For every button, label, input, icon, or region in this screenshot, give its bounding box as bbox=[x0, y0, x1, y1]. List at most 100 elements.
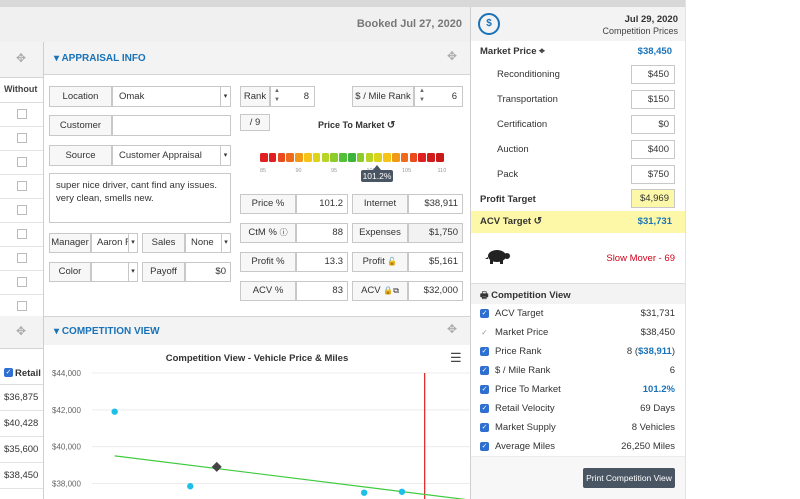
source-select[interactable]: Customer Appraisal ▾ bbox=[112, 145, 231, 166]
acv-target-value: $31,731 bbox=[637, 216, 672, 227]
gauge-tick-label: 110 bbox=[437, 168, 447, 174]
subject-vehicle-marker bbox=[211, 461, 222, 472]
retail-checkbox[interactable]: ✓ bbox=[4, 368, 13, 377]
copy-icon[interactable]: ⧉ bbox=[393, 286, 399, 295]
mile-rank-stepper[interactable]: ▲ ▼ 6 bbox=[414, 86, 463, 107]
expenses-value[interactable]: $1,750 bbox=[408, 223, 463, 243]
profit-target-label: Profit Target bbox=[480, 194, 536, 205]
cost-input[interactable]: $150 bbox=[631, 90, 675, 109]
row-checkbox[interactable] bbox=[17, 133, 27, 143]
dropdown-icon[interactable]: ▾ bbox=[220, 87, 230, 106]
unlock-icon[interactable]: 🔓 bbox=[387, 257, 398, 266]
row-checkbox[interactable] bbox=[17, 253, 27, 263]
acv-value[interactable]: $32,000 bbox=[408, 281, 463, 301]
retail-value: $36,875 bbox=[4, 392, 39, 403]
profit-pct-value[interactable]: 13.3 bbox=[296, 252, 348, 272]
row-checkbox-checked[interactable]: ✓ bbox=[480, 347, 489, 356]
gauge-segment bbox=[330, 153, 338, 162]
target-dollar-icon[interactable]: $ bbox=[478, 13, 500, 35]
row-checkbox[interactable] bbox=[17, 301, 27, 311]
internet-value[interactable]: $38,911 bbox=[408, 194, 463, 214]
print-icon[interactable]: 🖶 bbox=[480, 290, 489, 300]
acv-pct-value[interactable]: 83 bbox=[296, 281, 348, 301]
trend-line bbox=[114, 455, 467, 499]
customer-input[interactable] bbox=[112, 115, 231, 136]
y-tick-label: $40,000 bbox=[52, 443, 81, 452]
gauge-segment bbox=[374, 153, 382, 162]
row-checkbox-checked[interactable]: ✓ bbox=[480, 423, 489, 432]
cost-input[interactable]: $400 bbox=[631, 140, 675, 159]
manager-select[interactable]: Aaron F ▾ bbox=[91, 233, 138, 253]
price-to-market-tooltip: 101.2% bbox=[361, 170, 393, 182]
expenses-label: Expenses bbox=[352, 223, 408, 243]
appraisal-info-title[interactable]: ▾ APPRAISAL INFO bbox=[54, 53, 146, 64]
dropdown-icon[interactable]: ▾ bbox=[128, 234, 137, 252]
ctm-pct-value[interactable]: 88 bbox=[296, 223, 348, 243]
competition-scatter-chart: $44,000 $42,000 $40,000 $38,000 bbox=[52, 369, 470, 499]
color-select[interactable]: ▾ bbox=[91, 262, 138, 282]
right-panel-date: Jul 29, 2020 bbox=[624, 14, 678, 25]
rank-stepper[interactable]: ▲ ▼ 8 bbox=[270, 86, 315, 107]
row-checkbox-checked[interactable]: ✓ bbox=[480, 366, 489, 375]
chart-menu-icon[interactable]: ☰ bbox=[450, 350, 462, 365]
move-icon[interactable]: ✥ bbox=[447, 322, 458, 336]
dropdown-icon[interactable]: ▾ bbox=[220, 146, 230, 165]
row-checkbox-unchecked[interactable]: ✓ bbox=[481, 328, 488, 337]
competition-row: ✓ Market Supply 8 Vehicles bbox=[471, 418, 685, 438]
mile-rank-label: $ / Mile Rank bbox=[352, 86, 414, 107]
cost-input[interactable]: $0 bbox=[631, 115, 675, 134]
competition-row-value: 8 ($38,911) bbox=[627, 346, 675, 357]
row-checkbox-checked[interactable]: ✓ bbox=[480, 442, 489, 451]
cost-input[interactable]: $450 bbox=[631, 65, 675, 84]
move-icon[interactable]: ✥ bbox=[16, 51, 27, 65]
cost-row: Reconditioning $450 bbox=[471, 62, 685, 88]
dropdown-icon[interactable]: ▾ bbox=[128, 263, 137, 281]
payoff-input[interactable]: $0 bbox=[185, 262, 231, 282]
notes-textarea[interactable]: super nice driver, cant find any issues.… bbox=[49, 173, 231, 223]
move-icon[interactable]: ✥ bbox=[16, 324, 27, 338]
stepper-arrows-icon[interactable]: ▲ ▼ bbox=[274, 88, 280, 103]
data-point bbox=[111, 408, 118, 415]
manager-label: Manager bbox=[49, 233, 91, 253]
row-checkbox-checked[interactable]: ✓ bbox=[480, 385, 489, 394]
cost-row: Pack $750 bbox=[471, 162, 685, 188]
location-select[interactable]: Omak ▾ bbox=[112, 86, 231, 107]
gauge-tick-label: 105 bbox=[402, 168, 412, 174]
row-checkbox[interactable] bbox=[17, 157, 27, 167]
location-label: Location bbox=[49, 86, 112, 107]
cost-label: Certification bbox=[497, 119, 548, 130]
tooltip-arrow bbox=[373, 165, 381, 170]
gauge-segment bbox=[365, 153, 374, 162]
row-checkbox[interactable] bbox=[17, 277, 27, 287]
rank-of-label: / 9 bbox=[240, 114, 270, 131]
page-header: Booked Jul 27, 2020 bbox=[0, 7, 470, 43]
lock-icon[interactable]: 🔒 bbox=[383, 286, 394, 295]
row-checkbox-checked[interactable]: ✓ bbox=[480, 404, 489, 413]
rank-price: $38,911 bbox=[638, 346, 672, 357]
info-icon[interactable]: ⓘ bbox=[279, 228, 288, 237]
row-checkbox[interactable] bbox=[17, 229, 27, 239]
row-checkbox[interactable] bbox=[17, 181, 27, 191]
cost-input[interactable]: $750 bbox=[631, 165, 675, 184]
gauge-segment bbox=[295, 153, 303, 162]
refresh-icon[interactable]: ↺ bbox=[386, 120, 396, 131]
crosshair-icon[interactable]: ⌖ bbox=[539, 46, 545, 57]
competition-row-value: 101.2% bbox=[642, 384, 675, 395]
move-icon[interactable]: ✥ bbox=[447, 49, 458, 63]
row-checkbox[interactable] bbox=[17, 205, 27, 215]
sales-select[interactable]: None ▾ bbox=[185, 233, 231, 253]
outer-background bbox=[685, 0, 800, 499]
profit-target-value[interactable]: $4,969 bbox=[631, 189, 675, 208]
refresh-icon[interactable]: ↺ bbox=[533, 216, 543, 227]
without-label: Without bbox=[4, 84, 38, 94]
stepper-arrows-icon[interactable]: ▲ ▼ bbox=[419, 88, 425, 103]
print-competition-view-button[interactable]: Print Competition View bbox=[583, 468, 675, 488]
profit-value[interactable]: $5,161 bbox=[408, 252, 463, 272]
dropdown-icon[interactable]: ▾ bbox=[221, 234, 230, 252]
competition-view-title[interactable]: ▾ COMPETITION VIEW bbox=[54, 326, 160, 337]
price-pct-value[interactable]: 101.2 bbox=[296, 194, 348, 214]
price-to-market-gauge bbox=[260, 153, 444, 163]
competition-view-header: ▾ COMPETITION VIEW ✥ bbox=[44, 316, 470, 346]
row-checkbox-checked[interactable]: ✓ bbox=[480, 309, 489, 318]
row-checkbox[interactable] bbox=[17, 109, 27, 119]
